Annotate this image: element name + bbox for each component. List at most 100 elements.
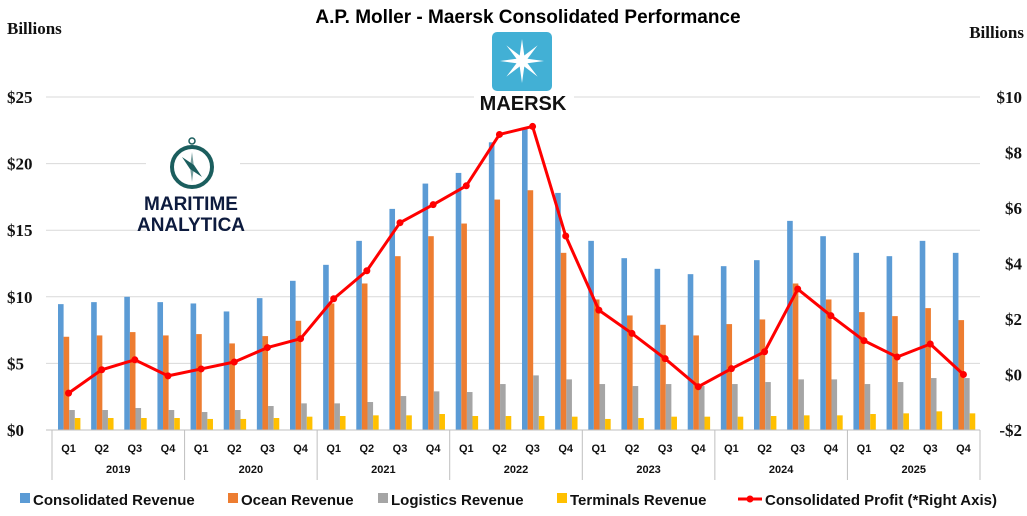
bar-terminals-revenue — [207, 418, 213, 430]
bar-consolidated-revenue — [91, 302, 97, 430]
quarter-label: Q4 — [558, 443, 574, 455]
bar-terminals-revenue — [273, 418, 280, 430]
profit-point — [761, 348, 769, 356]
maersk-wordmark: MAERSK — [480, 93, 567, 115]
legend-label: Consolidated Profit (*Right Axis) — [765, 492, 997, 509]
bar-ocean-revenue — [494, 199, 501, 430]
bar-consolidated-revenue — [588, 240, 594, 430]
bar-ocean-revenue — [859, 312, 865, 430]
quarter-label: Q3 — [790, 443, 805, 455]
profit-point — [860, 337, 868, 345]
legend: Consolidated Revenue Ocean Revenue Logisti… — [20, 492, 997, 509]
bar-logistics-revenue — [367, 402, 374, 430]
bar-terminals-revenue — [406, 415, 412, 430]
bar-consolidated-revenue — [323, 264, 329, 430]
year-label: 2025 — [901, 464, 925, 476]
legend-label: Logistics Revenue — [391, 492, 524, 509]
quarter-label: Q2 — [757, 443, 772, 455]
quarter-label: Q3 — [128, 443, 143, 455]
profit-point — [595, 306, 603, 314]
bar-logistics-revenue — [102, 410, 108, 430]
bar-consolidated-revenue — [555, 192, 561, 430]
left-tick-label: $5 — [7, 354, 24, 373]
quarter-label: Q1 — [459, 443, 474, 455]
left-tick-label: $15 — [7, 221, 33, 240]
bar-logistics-revenue — [466, 392, 473, 430]
left-tick-label: $10 — [7, 288, 33, 307]
bar-terminals-revenue — [339, 416, 346, 430]
bar-terminals-revenue — [870, 414, 876, 430]
bar-logistics-revenue — [765, 382, 771, 430]
bar-consolidated-revenue — [522, 127, 528, 431]
bar-terminals-revenue — [74, 418, 81, 430]
quarter-label: Q1 — [194, 443, 209, 455]
quarter-label: Q2 — [227, 443, 242, 455]
profit-point — [230, 358, 238, 366]
right-tick-label: $6 — [1005, 199, 1022, 218]
bar-terminals-revenue — [472, 416, 479, 430]
bar-ocean-revenue — [163, 335, 169, 430]
bar-consolidated-revenue — [223, 311, 230, 430]
bar-logistics-revenue — [964, 378, 970, 430]
profit-point — [694, 383, 702, 391]
year-label: 2022 — [504, 464, 528, 476]
bar-ocean-revenue — [295, 320, 302, 430]
bar-logistics-revenue — [234, 410, 241, 430]
bar-ocean-revenue — [527, 190, 534, 430]
bar-terminals-revenue — [770, 416, 777, 430]
profit-point — [727, 365, 735, 373]
profit-point — [197, 365, 205, 373]
year-label: 2019 — [106, 464, 130, 476]
profit-point — [396, 219, 404, 227]
bar-consolidated-revenue — [687, 274, 694, 430]
bar-consolidated-revenue — [290, 280, 296, 430]
bar-logistics-revenue — [798, 379, 804, 430]
bar-ocean-revenue — [461, 223, 467, 430]
bar-consolidated-revenue — [787, 220, 793, 430]
profit-point — [462, 182, 470, 190]
right-axis-label: Billions — [969, 23, 1024, 42]
bar-consolidated-revenue — [886, 256, 893, 430]
bar-terminals-revenue — [141, 418, 147, 430]
profit-point — [794, 285, 802, 293]
bar-ocean-revenue — [627, 315, 633, 430]
profit-point — [529, 122, 537, 130]
profit-point — [562, 232, 570, 240]
bar-ocean-revenue — [96, 335, 103, 430]
bar-consolidated-revenue — [256, 298, 263, 430]
bar-ocean-revenue — [395, 256, 401, 430]
profit-point — [98, 366, 106, 374]
bar-terminals-revenue — [107, 418, 114, 430]
bar-logistics-revenue — [732, 384, 738, 430]
bar-logistics-revenue — [500, 384, 506, 430]
bar-logistics-revenue — [897, 382, 904, 430]
bar-ocean-revenue — [63, 336, 70, 430]
bar-logistics-revenue — [201, 412, 208, 430]
profit-point — [164, 372, 172, 380]
bar-ocean-revenue — [262, 336, 269, 430]
profit-point — [959, 371, 967, 378]
bar-terminals-revenue — [671, 416, 677, 430]
quarter-label: Q1 — [61, 443, 76, 455]
bar-ocean-revenue — [593, 299, 600, 430]
logo-text-analytica: ANALYTICA — [137, 215, 245, 236]
right-tick-label: $10 — [997, 88, 1023, 107]
logo-text-maritime: MARITIME — [144, 194, 238, 215]
quarter-label: Q4 — [956, 443, 972, 455]
quarter-label: Q1 — [326, 443, 341, 455]
bar-terminals-revenue — [737, 416, 744, 430]
year-label: 2020 — [239, 464, 263, 476]
right-tick-label: $2 — [1005, 310, 1022, 329]
bar-terminals-revenue — [306, 416, 313, 430]
quarter-label: Q1 — [857, 443, 872, 455]
profit-point — [131, 356, 139, 364]
bar-ocean-revenue — [328, 303, 335, 430]
bar-ocean-revenue — [726, 324, 733, 430]
bar-ocean-revenue — [229, 343, 235, 430]
bar-logistics-revenue — [301, 403, 307, 430]
bar-logistics-revenue — [533, 375, 539, 430]
bar-consolidated-revenue — [952, 252, 959, 430]
bar-ocean-revenue — [825, 299, 832, 430]
profit-point — [429, 201, 437, 209]
